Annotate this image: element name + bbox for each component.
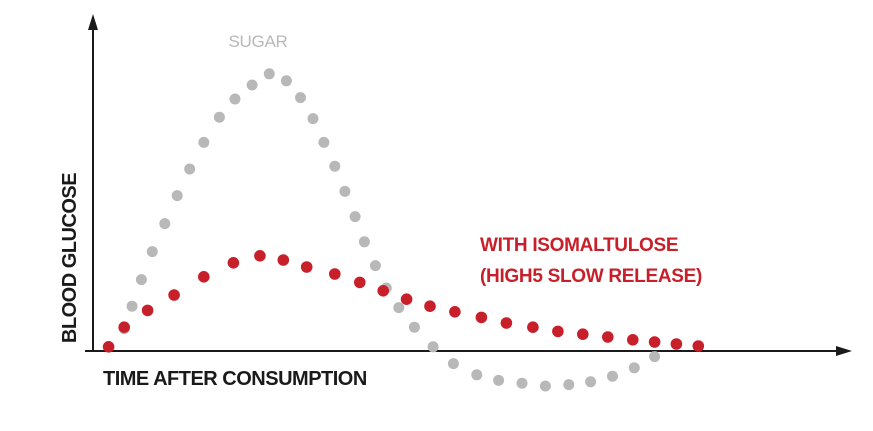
sugar-data-point-26 [447, 358, 459, 370]
sugar-data-point-15 [307, 113, 319, 125]
sugar-data-point-2 [126, 300, 138, 312]
isomaltulose-data-point-21 [602, 331, 614, 343]
isomaltulose-data-point-3 [141, 304, 154, 317]
isomaltulose-data-point-17 [500, 317, 513, 329]
sugar-data-point-18 [339, 185, 351, 197]
isomaltulose-data-point-4 [168, 289, 180, 301]
sugar-data-point-25 [427, 341, 439, 353]
x-axis-label: TIME AFTER CONSUMPTION [103, 368, 367, 390]
sugar-data-point-19 [349, 211, 361, 223]
sugar-data-point-7 [184, 163, 196, 175]
sugar-data-point-24 [408, 321, 420, 333]
sugar-data-point-11 [246, 79, 258, 91]
sugar-data-point-28 [493, 374, 505, 386]
legend-label-isomaltulose-line-2: (HIGH5 SLOW RELEASE) [480, 266, 702, 287]
legend-label-sugar: SUGAR [229, 32, 288, 51]
isomaltulose-data-point-14 [424, 300, 436, 313]
sugar-data-point-23 [393, 302, 405, 314]
isomaltulose-data-point-2 [118, 321, 130, 334]
sugar-data-point-17 [329, 160, 341, 172]
isomaltulose-data-point-13 [400, 293, 413, 306]
isomaltulose-data-point-1 [102, 341, 115, 353]
sugar-data-point-16 [318, 136, 330, 148]
sugar-data-point-3 [135, 274, 147, 286]
sugar-data-point-29 [516, 377, 528, 389]
sugar-data-point-21 [369, 260, 381, 272]
sugar-data-point-14 [295, 92, 306, 104]
isomaltulose-data-point-16 [475, 311, 488, 324]
isomaltulose-data-point-23 [648, 336, 661, 348]
isomaltulose-data-point-15 [449, 306, 461, 318]
isomaltulose-data-point-18 [527, 321, 539, 334]
y-axis-label: BLOOD GLUCOSE [59, 173, 81, 343]
data-points [102, 68, 705, 392]
isomaltulose-data-point-19 [552, 325, 564, 338]
isomaltulose-data-point-10 [329, 268, 341, 280]
isomaltulose-data-point-22 [627, 334, 639, 346]
isomaltulose-data-point-24 [670, 338, 683, 350]
sugar-data-point-10 [229, 93, 241, 105]
sugar-data-point-30 [539, 380, 551, 392]
sugar-data-point-5 [159, 218, 171, 230]
sugar-data-point-6 [171, 190, 183, 202]
sugar-data-point-32 [585, 376, 597, 388]
sugar-data-point-31 [563, 379, 575, 391]
sugar-data-point-20 [358, 236, 370, 248]
sugar-data-point-12 [263, 68, 275, 80]
sugar-data-point-34 [628, 362, 640, 374]
x-axis-arrow-icon [836, 346, 852, 356]
legend-label-isomaltulose-line-1: WITH ISOMALTULOSE [480, 235, 678, 256]
isomaltulose-data-point-6 [227, 257, 240, 269]
sugar-data-point-9 [213, 111, 225, 123]
isomaltulose-data-point-11 [354, 276, 366, 289]
sugar-data-point-8 [198, 136, 210, 148]
isomaltulose-data-point-25 [692, 340, 705, 352]
isomaltulose-data-point-12 [377, 285, 390, 297]
isomaltulose-data-point-5 [198, 271, 210, 283]
sugar-data-point-13 [280, 75, 292, 87]
y-axis-arrow-icon [88, 14, 98, 30]
isomaltulose-data-point-9 [300, 261, 313, 273]
sugar-data-point-33 [607, 370, 618, 382]
isomaltulose-data-point-8 [277, 254, 290, 266]
sugar-data-point-4 [146, 246, 158, 258]
sugar-data-point-35 [649, 351, 661, 363]
sugar-data-point-27 [471, 369, 483, 381]
isomaltulose-data-point-20 [577, 328, 589, 341]
isomaltulose-data-point-7 [254, 250, 266, 262]
